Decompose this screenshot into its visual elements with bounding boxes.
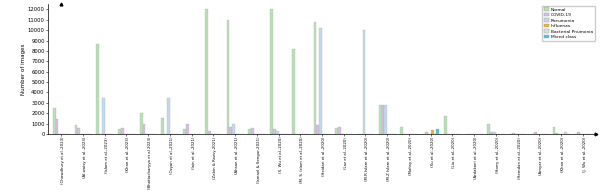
Bar: [161, 118, 164, 134]
Bar: [56, 119, 58, 134]
Bar: [382, 105, 385, 134]
Bar: [74, 125, 77, 134]
Bar: [564, 132, 567, 134]
Bar: [431, 130, 434, 134]
Bar: [577, 132, 580, 134]
Bar: [251, 128, 254, 134]
Bar: [425, 132, 428, 134]
Bar: [186, 124, 189, 134]
Bar: [77, 128, 80, 134]
Bar: [232, 124, 235, 134]
Bar: [314, 22, 316, 134]
Bar: [248, 129, 251, 134]
Bar: [553, 127, 556, 134]
Bar: [533, 132, 536, 134]
Bar: [140, 113, 143, 134]
Bar: [208, 131, 211, 134]
Bar: [276, 131, 278, 134]
Bar: [444, 116, 447, 134]
Bar: [118, 129, 121, 134]
Bar: [362, 30, 365, 134]
Bar: [167, 98, 170, 134]
Bar: [229, 127, 232, 134]
Bar: [53, 108, 56, 134]
Bar: [316, 125, 319, 134]
Bar: [273, 129, 276, 134]
Bar: [270, 9, 273, 134]
Bar: [490, 132, 493, 134]
Bar: [556, 133, 558, 134]
Bar: [292, 49, 295, 134]
Bar: [205, 9, 208, 134]
Bar: [143, 124, 145, 134]
Bar: [512, 133, 515, 134]
Bar: [319, 28, 322, 134]
Bar: [400, 127, 403, 134]
Bar: [385, 105, 387, 134]
Bar: [338, 127, 341, 134]
Bar: [379, 105, 382, 134]
Legend: Normal, COVID-19, Pneumonia, Influenza, Bacterial Pnumonia, Mixed class: Normal, COVID-19, Pneumonia, Influenza, …: [542, 6, 595, 41]
Bar: [487, 124, 490, 134]
Bar: [96, 44, 99, 134]
Bar: [102, 98, 105, 134]
Bar: [335, 128, 338, 134]
Bar: [436, 129, 439, 134]
Bar: [183, 129, 186, 134]
Bar: [227, 20, 229, 134]
Y-axis label: Number of images: Number of images: [21, 43, 26, 95]
Bar: [493, 132, 496, 134]
Bar: [121, 128, 124, 134]
